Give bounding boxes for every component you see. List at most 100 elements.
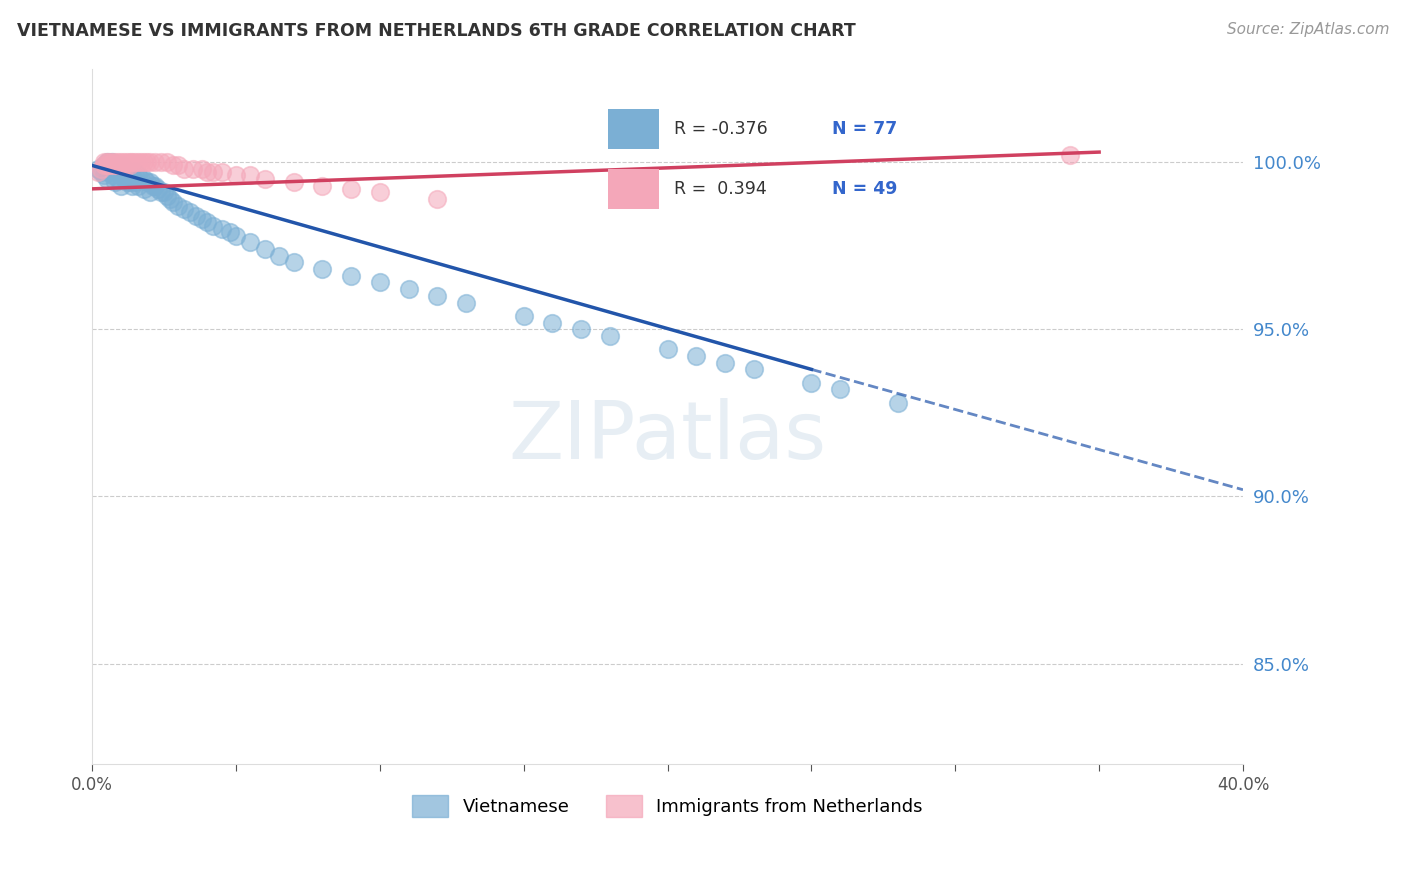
Point <box>93 158 115 172</box>
Point <box>195 215 218 229</box>
Point <box>110 178 132 193</box>
Point <box>98 155 121 169</box>
Point <box>112 171 135 186</box>
Point <box>340 268 363 283</box>
Point <box>118 158 141 172</box>
Legend: Vietnamese, Immigrants from Netherlands: Vietnamese, Immigrants from Netherlands <box>405 788 931 824</box>
Text: ZIPatlas: ZIPatlas <box>509 398 827 476</box>
Point <box>283 175 305 189</box>
Point <box>98 158 121 172</box>
Point <box>107 161 129 176</box>
Point <box>368 185 391 199</box>
Point <box>124 155 146 169</box>
Point <box>112 155 135 169</box>
Point <box>138 185 160 199</box>
Point <box>112 158 135 172</box>
Point <box>311 262 333 277</box>
Point <box>121 178 143 193</box>
Point <box>107 155 129 169</box>
Point <box>202 165 225 179</box>
Point <box>118 155 141 169</box>
Point <box>129 171 152 186</box>
Point <box>162 158 184 172</box>
Point <box>239 235 262 250</box>
Point <box>173 161 195 176</box>
Point <box>104 158 127 172</box>
Point <box>101 161 124 176</box>
Point <box>714 356 737 370</box>
Point <box>124 165 146 179</box>
Point <box>101 155 124 169</box>
Point <box>426 289 449 303</box>
Point <box>340 182 363 196</box>
Point <box>742 362 765 376</box>
Point <box>156 188 179 202</box>
Point <box>145 155 167 169</box>
Point <box>211 222 233 236</box>
Point <box>127 178 149 193</box>
Point <box>167 158 190 172</box>
Point <box>96 158 118 172</box>
Point <box>179 205 201 219</box>
Point <box>657 343 679 357</box>
Point <box>253 242 276 256</box>
Point <box>159 192 181 206</box>
Point <box>118 165 141 179</box>
Point <box>150 155 173 169</box>
Point <box>93 158 115 172</box>
Point <box>156 155 179 169</box>
Point <box>219 225 242 239</box>
Point <box>98 165 121 179</box>
Point <box>138 175 160 189</box>
Point <box>225 228 247 243</box>
Point <box>115 158 138 172</box>
Point <box>190 161 212 176</box>
Point <box>96 155 118 169</box>
Point <box>96 171 118 186</box>
Point <box>104 175 127 189</box>
Point <box>253 171 276 186</box>
Point <box>190 211 212 226</box>
Point <box>512 309 534 323</box>
Point <box>283 255 305 269</box>
Point <box>87 165 110 179</box>
Point <box>599 329 621 343</box>
Point <box>93 155 115 169</box>
Point <box>135 155 157 169</box>
Point <box>173 202 195 216</box>
Point <box>90 161 112 176</box>
Point <box>110 165 132 179</box>
Point <box>202 219 225 233</box>
Point <box>211 165 233 179</box>
Point <box>148 182 170 196</box>
Text: Source: ZipAtlas.com: Source: ZipAtlas.com <box>1226 22 1389 37</box>
Point <box>101 155 124 169</box>
Point <box>132 155 155 169</box>
Point <box>239 169 262 183</box>
Text: VIETNAMESE VS IMMIGRANTS FROM NETHERLANDS 6TH GRADE CORRELATION CHART: VIETNAMESE VS IMMIGRANTS FROM NETHERLAND… <box>17 22 856 40</box>
Point <box>145 178 167 193</box>
Point <box>132 171 155 186</box>
Point <box>150 185 173 199</box>
Point <box>110 158 132 172</box>
Point <box>153 185 176 199</box>
Point <box>1059 148 1081 162</box>
Point <box>426 192 449 206</box>
Point <box>96 161 118 176</box>
Point <box>104 155 127 169</box>
Point <box>96 155 118 169</box>
Point <box>101 158 124 172</box>
Point <box>162 195 184 210</box>
Point <box>115 165 138 179</box>
Point <box>110 155 132 169</box>
Point <box>112 161 135 176</box>
Point <box>107 158 129 172</box>
Point <box>87 161 110 176</box>
Point <box>181 161 204 176</box>
Point <box>121 155 143 169</box>
Point <box>132 182 155 196</box>
Point <box>115 155 138 169</box>
Point <box>93 169 115 183</box>
Point <box>830 383 852 397</box>
Point <box>135 175 157 189</box>
